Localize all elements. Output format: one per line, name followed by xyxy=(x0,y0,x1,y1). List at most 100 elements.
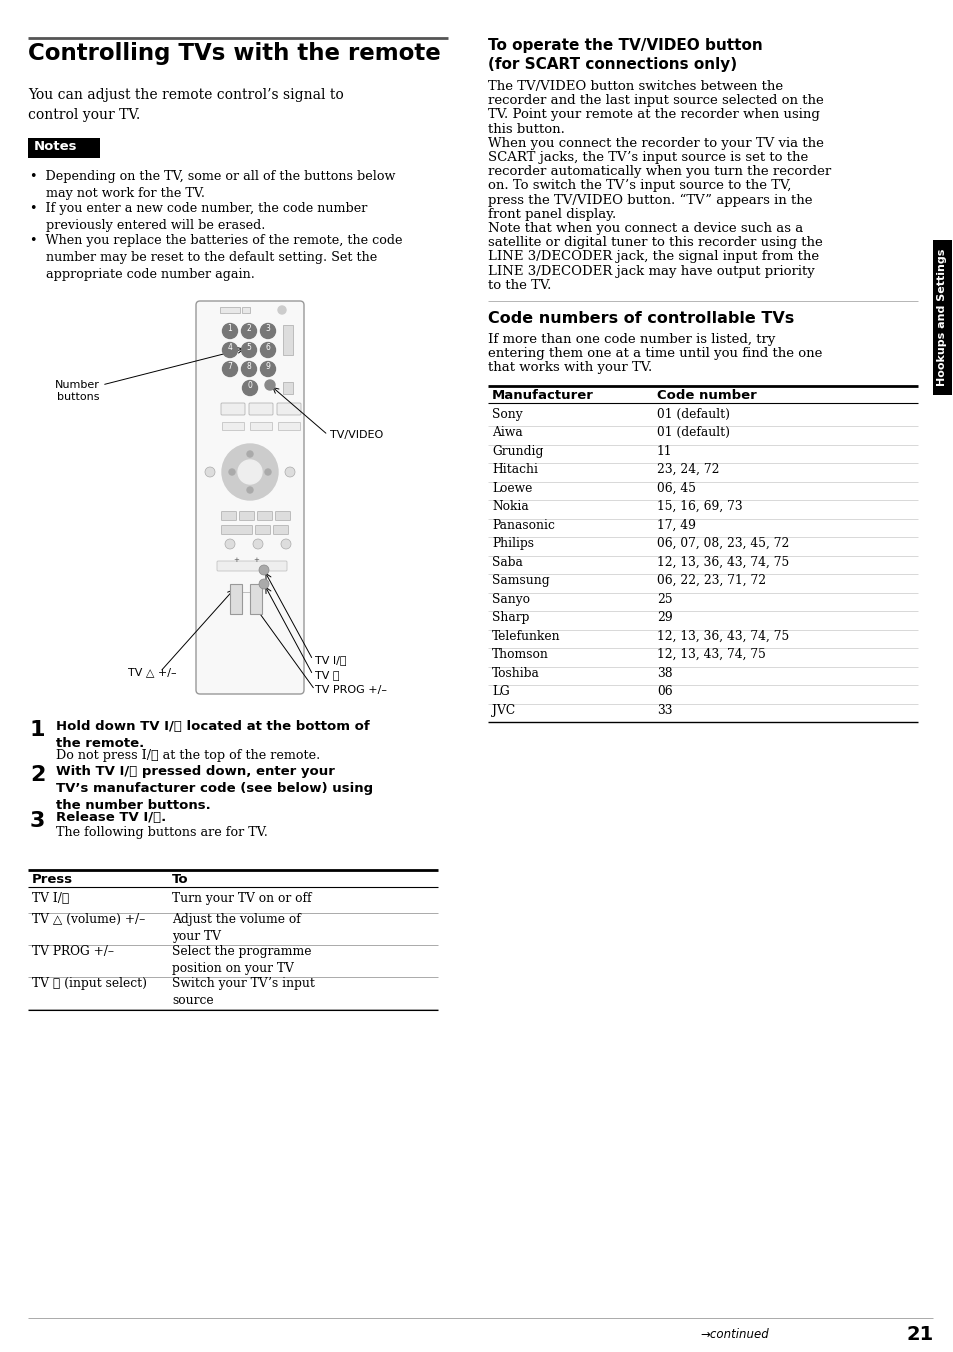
Text: Turn your TV on or off: Turn your TV on or off xyxy=(172,892,312,904)
Bar xyxy=(222,422,244,430)
Text: Adjust the volume of
your TV: Adjust the volume of your TV xyxy=(172,913,300,942)
Text: 29: 29 xyxy=(657,611,672,625)
Circle shape xyxy=(260,323,275,338)
Text: Telefunken: Telefunken xyxy=(492,630,560,642)
Text: 25: 25 xyxy=(657,592,672,606)
Text: Hitachi: Hitachi xyxy=(492,464,537,476)
Circle shape xyxy=(277,306,286,314)
Text: LG: LG xyxy=(492,685,509,698)
Circle shape xyxy=(281,539,291,549)
Bar xyxy=(277,422,299,430)
Circle shape xyxy=(241,361,256,376)
Text: 12, 13, 43, 74, 75: 12, 13, 43, 74, 75 xyxy=(657,648,765,661)
Text: 15, 16, 69, 73: 15, 16, 69, 73 xyxy=(657,500,741,514)
Text: →continued: →continued xyxy=(700,1328,768,1341)
Text: If more than one code number is listed, try: If more than one code number is listed, … xyxy=(488,333,775,346)
Text: recorder and the last input source selected on the: recorder and the last input source selec… xyxy=(488,95,822,107)
Text: Grundig: Grundig xyxy=(492,445,543,457)
Circle shape xyxy=(258,565,269,575)
Text: TV ⮎: TV ⮎ xyxy=(314,671,339,680)
FancyBboxPatch shape xyxy=(239,511,254,521)
Text: 12, 13, 36, 43, 74, 75: 12, 13, 36, 43, 74, 75 xyxy=(657,630,788,642)
Text: Notes: Notes xyxy=(34,141,77,153)
Text: Nokia: Nokia xyxy=(492,500,528,514)
Text: TV PROG +/–: TV PROG +/– xyxy=(314,685,387,695)
Text: 1: 1 xyxy=(30,721,46,740)
Bar xyxy=(250,584,262,614)
Circle shape xyxy=(265,380,274,389)
Circle shape xyxy=(247,487,253,493)
FancyBboxPatch shape xyxy=(221,511,236,521)
Text: press the TV/VIDEO button. “TV” appears in the: press the TV/VIDEO button. “TV” appears … xyxy=(488,193,812,207)
Circle shape xyxy=(265,469,271,475)
Bar xyxy=(283,383,293,393)
Text: on. To switch the TV’s input source to the TV,: on. To switch the TV’s input source to t… xyxy=(488,180,791,192)
Circle shape xyxy=(237,460,262,484)
Text: this button.: this button. xyxy=(488,123,564,135)
FancyBboxPatch shape xyxy=(221,403,245,415)
Text: Select the programme
position on your TV: Select the programme position on your TV xyxy=(172,945,312,975)
Text: LINE 3/DECODER jack, the signal input from the: LINE 3/DECODER jack, the signal input fr… xyxy=(488,250,819,264)
Bar xyxy=(283,324,293,356)
Text: 17, 49: 17, 49 xyxy=(657,519,696,531)
FancyBboxPatch shape xyxy=(276,403,301,415)
Text: satellite or digital tuner to this recorder using the: satellite or digital tuner to this recor… xyxy=(488,237,821,249)
Text: TV I/ⓘ: TV I/ⓘ xyxy=(314,654,346,665)
Text: TV PROG +/–: TV PROG +/– xyxy=(32,945,113,959)
Text: •  When you replace the batteries of the remote, the code
    number may be rese: • When you replace the batteries of the … xyxy=(30,234,402,281)
Text: Sanyo: Sanyo xyxy=(492,592,530,606)
Text: –: – xyxy=(254,581,257,587)
Circle shape xyxy=(225,539,234,549)
FancyBboxPatch shape xyxy=(257,511,273,521)
Text: Hold down TV I/ⓘ located at the bottom of
the remote.: Hold down TV I/ⓘ located at the bottom o… xyxy=(56,721,370,750)
Text: To operate the TV/VIDEO button
(for SCART connections only): To operate the TV/VIDEO button (for SCAR… xyxy=(488,38,762,72)
FancyBboxPatch shape xyxy=(275,511,291,521)
Text: 12, 13, 36, 43, 74, 75: 12, 13, 36, 43, 74, 75 xyxy=(657,556,788,569)
Text: 33: 33 xyxy=(657,703,672,717)
Text: 2: 2 xyxy=(247,324,251,333)
Circle shape xyxy=(241,342,256,357)
Text: Hookups and Settings: Hookups and Settings xyxy=(937,249,946,387)
Text: recorder automatically when you turn the recorder: recorder automatically when you turn the… xyxy=(488,165,830,178)
Circle shape xyxy=(222,361,237,376)
Text: With TV I/ⓘ pressed down, enter your
TV’s manufacturer code (see below) using
th: With TV I/ⓘ pressed down, enter your TV’… xyxy=(56,765,373,813)
Text: Code numbers of controllable TVs: Code numbers of controllable TVs xyxy=(488,311,794,326)
Circle shape xyxy=(222,323,237,338)
Text: 3: 3 xyxy=(30,811,46,831)
Text: to the TV.: to the TV. xyxy=(488,279,551,292)
Text: SCART jacks, the TV’s input source is set to the: SCART jacks, the TV’s input source is se… xyxy=(488,151,807,164)
Text: 06: 06 xyxy=(657,685,672,698)
FancyBboxPatch shape xyxy=(195,301,304,694)
Text: Note that when you connect a device such as a: Note that when you connect a device such… xyxy=(488,222,802,235)
Text: Sony: Sony xyxy=(492,407,522,420)
Text: Press: Press xyxy=(32,873,73,886)
Text: 01 (default): 01 (default) xyxy=(657,407,729,420)
Text: Number
buttons: Number buttons xyxy=(55,380,100,403)
FancyBboxPatch shape xyxy=(216,561,287,571)
Text: 01 (default): 01 (default) xyxy=(657,426,729,439)
Circle shape xyxy=(241,323,256,338)
Circle shape xyxy=(222,443,277,500)
Text: JVC: JVC xyxy=(492,703,515,717)
Circle shape xyxy=(222,342,237,357)
Text: 21: 21 xyxy=(905,1325,933,1344)
Text: 1: 1 xyxy=(228,324,233,333)
Text: 23, 24, 72: 23, 24, 72 xyxy=(657,464,719,476)
Text: 7: 7 xyxy=(228,362,233,370)
Text: Aiwa: Aiwa xyxy=(492,426,522,439)
Text: You can adjust the remote control’s signal to
control your TV.: You can adjust the remote control’s sign… xyxy=(28,88,343,122)
Text: 4: 4 xyxy=(228,343,233,352)
Text: Sharp: Sharp xyxy=(492,611,529,625)
Text: Release TV I/ⓘ.: Release TV I/ⓘ. xyxy=(56,811,166,823)
Circle shape xyxy=(247,452,253,457)
Text: 2: 2 xyxy=(30,765,46,786)
Bar xyxy=(250,422,272,430)
Text: TV ⮎ (input select): TV ⮎ (input select) xyxy=(32,977,147,990)
Text: 06, 22, 23, 71, 72: 06, 22, 23, 71, 72 xyxy=(657,575,765,587)
Text: 06, 45: 06, 45 xyxy=(657,481,696,495)
Text: 11: 11 xyxy=(657,445,672,457)
FancyBboxPatch shape xyxy=(249,403,273,415)
Circle shape xyxy=(205,466,214,477)
Text: Loewe: Loewe xyxy=(492,481,532,495)
Text: TV △ +/–: TV △ +/– xyxy=(128,667,176,677)
